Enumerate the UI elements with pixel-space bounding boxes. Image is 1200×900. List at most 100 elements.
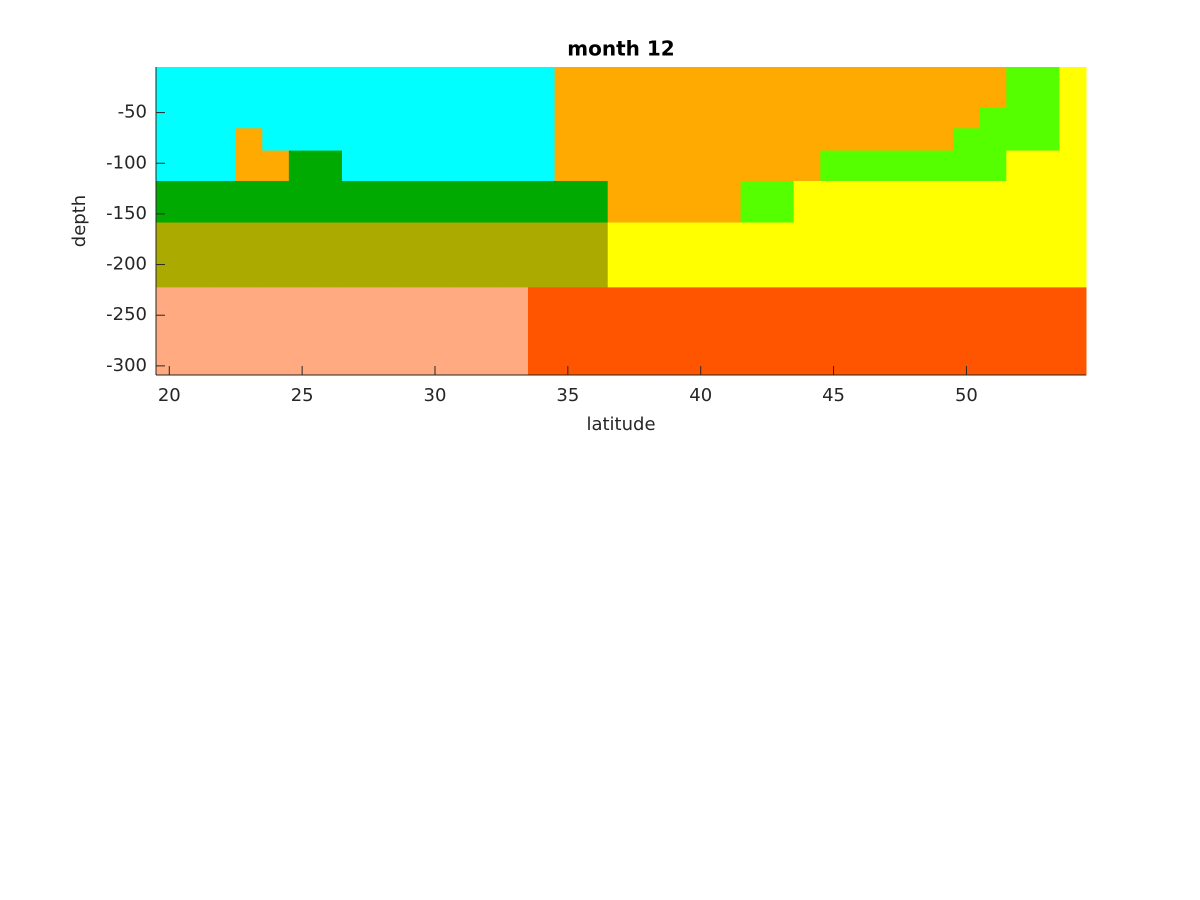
y-axis-label: depth xyxy=(69,195,90,247)
cell xyxy=(740,222,768,288)
cell xyxy=(1032,127,1060,151)
cell xyxy=(873,67,901,108)
cell xyxy=(501,106,529,129)
cell xyxy=(342,180,370,223)
cell xyxy=(714,286,742,376)
cell xyxy=(979,67,1007,108)
cell xyxy=(793,180,821,223)
cell xyxy=(235,222,263,288)
cell xyxy=(846,150,874,181)
cell xyxy=(156,106,184,129)
cell xyxy=(315,127,343,151)
cell xyxy=(926,286,954,376)
x-tick-label: 25 xyxy=(291,385,314,406)
cell xyxy=(820,222,848,288)
cell xyxy=(660,106,688,129)
cell xyxy=(846,67,874,108)
cell xyxy=(554,127,582,151)
cell xyxy=(156,286,184,376)
cell xyxy=(209,150,237,181)
cell xyxy=(474,286,502,376)
cell xyxy=(421,180,449,223)
cell xyxy=(687,67,715,108)
x-tick-label: 50 xyxy=(955,385,978,406)
cell xyxy=(900,67,928,108)
cell xyxy=(687,222,715,288)
cell xyxy=(1059,222,1087,288)
cell xyxy=(846,286,874,376)
cell xyxy=(979,222,1007,288)
cell xyxy=(767,127,795,151)
cell xyxy=(846,180,874,223)
cell xyxy=(474,127,502,151)
cell xyxy=(288,150,316,181)
cell xyxy=(528,150,556,181)
cell xyxy=(528,286,556,376)
cell xyxy=(607,180,635,223)
cell xyxy=(315,150,343,181)
cell xyxy=(156,150,184,181)
cell xyxy=(554,106,582,129)
cell xyxy=(953,150,981,181)
cell xyxy=(288,180,316,223)
cell xyxy=(209,127,237,151)
cell xyxy=(182,67,210,108)
cell xyxy=(607,150,635,181)
cell xyxy=(820,106,848,129)
cell xyxy=(634,127,662,151)
cell xyxy=(740,150,768,181)
cell xyxy=(953,222,981,288)
cell xyxy=(474,150,502,181)
cell xyxy=(182,222,210,288)
cell xyxy=(288,127,316,151)
cell xyxy=(740,67,768,108)
cell xyxy=(634,222,662,288)
cell xyxy=(448,150,476,181)
cell xyxy=(554,67,582,108)
cell xyxy=(528,180,556,223)
cell xyxy=(846,106,874,129)
cell xyxy=(156,127,184,151)
cell xyxy=(1006,222,1034,288)
cell xyxy=(687,106,715,129)
cell xyxy=(979,286,1007,376)
cell xyxy=(554,222,582,288)
cell xyxy=(1059,127,1087,151)
axes: 20 25 30 35 40 45 50 -300 -250 -200 -150 -100 -50 xyxy=(106,67,1086,406)
cell xyxy=(581,150,609,181)
cell xyxy=(209,106,237,129)
x-axis-label: latitude xyxy=(586,414,655,435)
cell xyxy=(873,127,901,151)
cell xyxy=(793,67,821,108)
heatmap xyxy=(156,67,1087,376)
cell xyxy=(209,67,237,108)
cell xyxy=(793,127,821,151)
cell xyxy=(979,180,1007,223)
cell xyxy=(581,106,609,129)
cell xyxy=(979,127,1007,151)
cell xyxy=(421,286,449,376)
cell xyxy=(900,180,928,223)
cell xyxy=(820,127,848,151)
cell xyxy=(368,150,396,181)
cell xyxy=(1006,180,1034,223)
cell xyxy=(687,150,715,181)
x-tick-label: 40 xyxy=(689,385,712,406)
cell xyxy=(714,222,742,288)
cell xyxy=(1006,127,1034,151)
cell xyxy=(767,67,795,108)
cell xyxy=(873,286,901,376)
cell xyxy=(660,150,688,181)
cell xyxy=(820,150,848,181)
cell xyxy=(900,286,928,376)
cell xyxy=(687,180,715,223)
cell xyxy=(846,222,874,288)
y-tick-label: -250 xyxy=(106,304,147,325)
cell xyxy=(767,106,795,129)
cell xyxy=(793,106,821,129)
cell xyxy=(714,106,742,129)
cell xyxy=(182,106,210,129)
cell xyxy=(1059,67,1087,108)
cell xyxy=(953,286,981,376)
cell xyxy=(501,180,529,223)
